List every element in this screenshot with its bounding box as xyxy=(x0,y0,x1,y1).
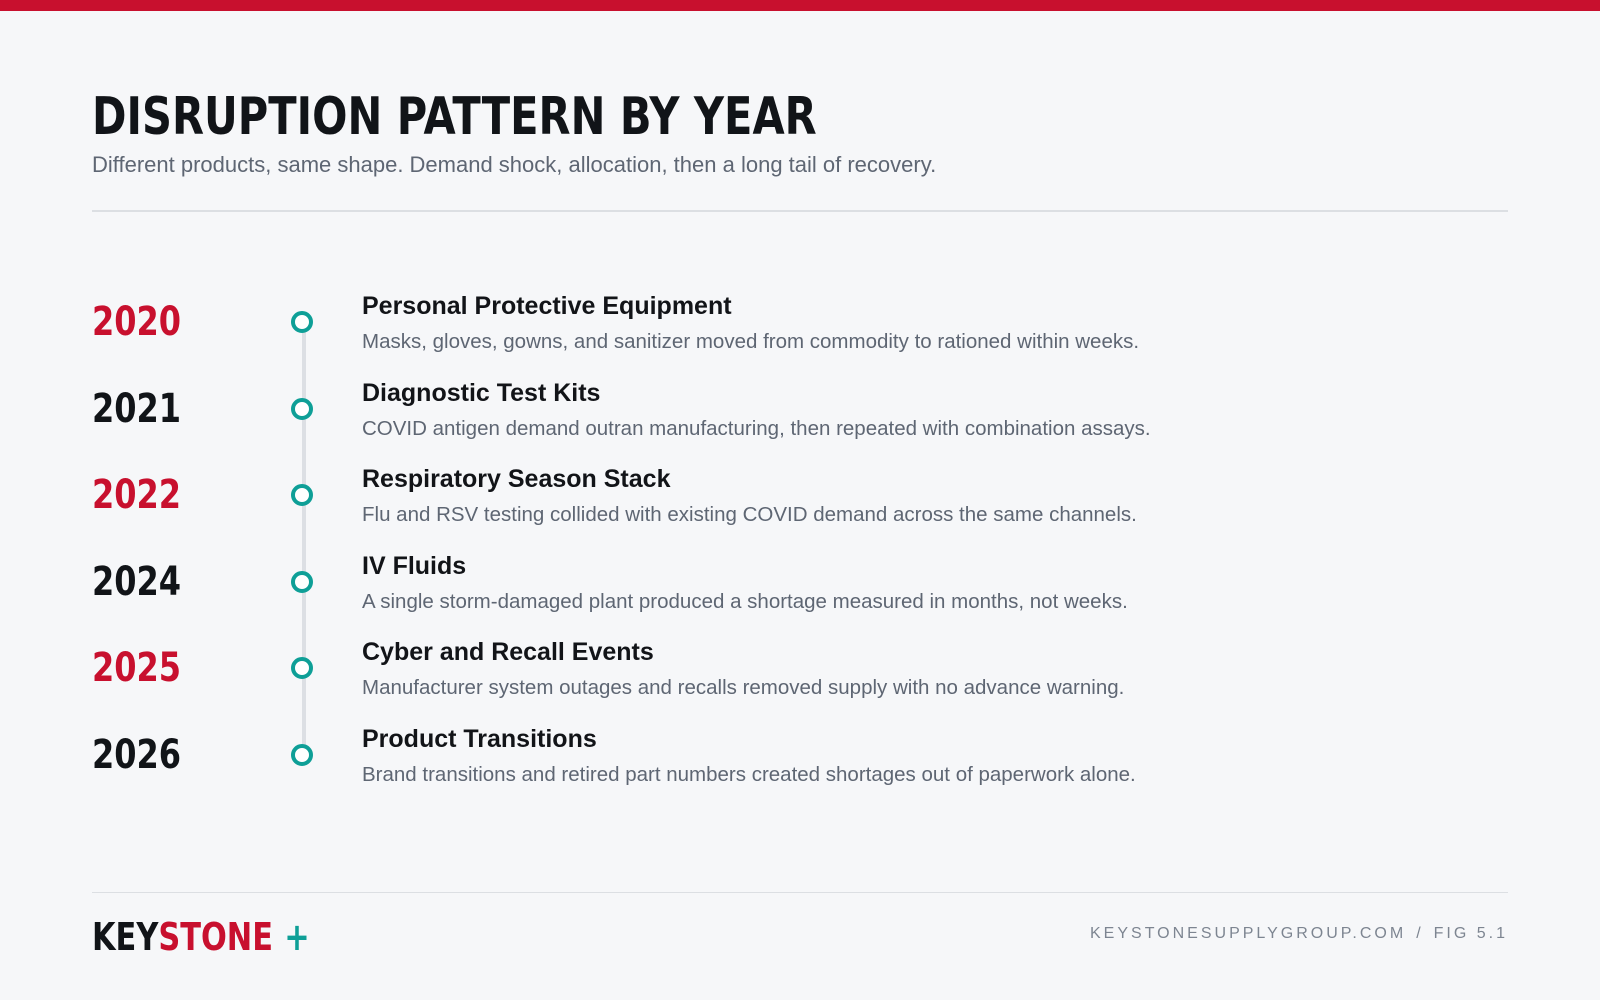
timeline-node-icon xyxy=(291,397,313,420)
figure-number: FIG 5.1 xyxy=(1433,925,1508,942)
timeline-event: 2025 Cyber and Recall Events Manufacturer … xyxy=(92,636,1508,723)
timeline-node-icon xyxy=(291,743,313,766)
timeline-node-icon xyxy=(291,570,313,593)
event-description: A single storm-damaged plant produced a … xyxy=(362,589,1128,613)
timeline-node-icon xyxy=(291,311,313,333)
event-description: Masks, gloves, gowns, and sanitizer move… xyxy=(362,330,1140,353)
event-year: 2025 xyxy=(92,645,182,692)
footer-divider xyxy=(92,892,1508,893)
logo-stone: STONE xyxy=(158,915,274,959)
event-description: Flu and RSV testing collided with existi… xyxy=(362,503,1137,527)
event-title: Diagnostic Test Kits xyxy=(362,378,601,407)
event-title: Respiratory Season Stack xyxy=(362,465,671,494)
page-subtitle: Different products, same shape. Demand s… xyxy=(92,152,937,177)
event-title: IV Fluids xyxy=(362,551,467,580)
keystone-logo: KEYSTONE + xyxy=(92,912,310,962)
website-link[interactable]: KEYSTONESUPPLYGROUP.COM xyxy=(1090,925,1407,942)
event-description: Manufacturer system outages and recalls … xyxy=(362,676,1125,700)
logo-key: KEY xyxy=(92,915,159,959)
top-accent-bar xyxy=(0,0,1600,11)
event-title: Product Transitions xyxy=(362,724,597,753)
footer-separator: / xyxy=(1416,925,1424,942)
event-year: 2026 xyxy=(92,731,182,778)
event-title: Cyber and Recall Events xyxy=(362,638,654,667)
timeline: 2020 Personal Protective Equipment Masks, … xyxy=(92,290,1508,810)
logo-plus-icon: + xyxy=(284,915,310,959)
footer-meta: KEYSTONESUPPLYGROUP.COM / FIG 5.1 xyxy=(1090,924,1508,944)
timeline-event: 2026 Product Transitions Brand transitions… xyxy=(92,723,1508,810)
timeline-event: 2021 Diagnostic Test Kits COVID antigen de… xyxy=(92,377,1508,464)
event-year: 2020 xyxy=(92,299,182,345)
timeline-event: 2022 Respiratory Season Stack Flu and RSV … xyxy=(92,463,1508,550)
event-description: COVID antigen demand outran manufacturin… xyxy=(362,416,1151,440)
timeline-event: 2024 IV Fluids A single storm-damaged plan… xyxy=(92,550,1508,637)
timeline-event: 2020 Personal Protective Equipment Masks, … xyxy=(92,290,1508,377)
timeline-spine xyxy=(302,323,306,756)
page-title: DISRUPTION PATTERN BY YEAR xyxy=(92,87,817,147)
header: DISRUPTION PATTERN BY YEAR Different pro… xyxy=(92,86,1508,180)
event-year: 2022 xyxy=(92,472,182,519)
event-title: Personal Protective Equipment xyxy=(362,292,732,320)
event-year: 2021 xyxy=(92,385,182,432)
timeline-node-icon xyxy=(291,484,313,507)
event-description: Brand transitions and retired part numbe… xyxy=(362,762,1136,786)
timeline-node-icon xyxy=(291,657,313,680)
header-divider xyxy=(92,210,1508,212)
event-year: 2024 xyxy=(92,558,182,605)
